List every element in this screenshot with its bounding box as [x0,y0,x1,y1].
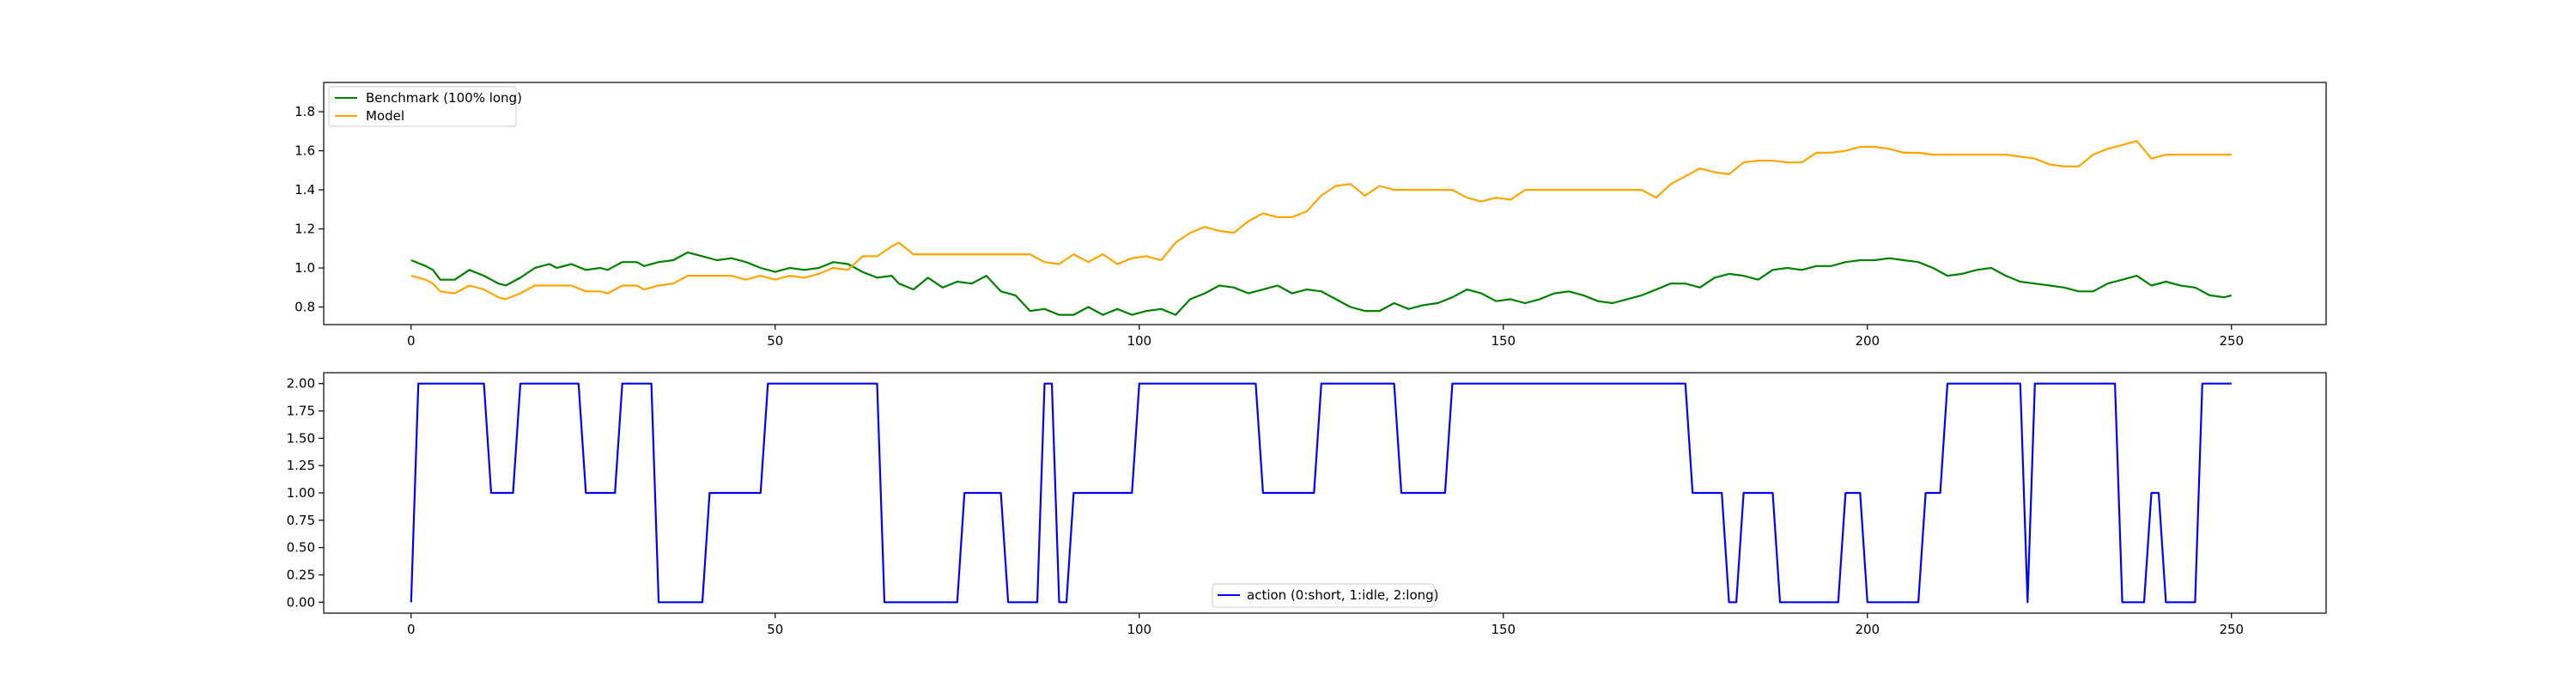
x-tick-label: 100 [1127,622,1151,637]
y-tick-label: 1.8 [295,104,315,119]
y-tick-label: 2.00 [287,376,315,392]
x-tick-label: 150 [1491,333,1516,349]
series-line-action-0-short-1-idle-2-long [410,382,2232,604]
x-tick-label: 100 [1127,333,1151,349]
y-tick-label: 0.25 [287,567,315,582]
bottom-chart-y-axis: 0.00 0.25 0.50 0.75 1.00 1.25 1.50 1.75 2.00 [287,376,324,610]
bottom-chart-axes-frame [323,372,2327,614]
bottom-chart-x-axis: 0 50 100 150 200 250 [407,613,2244,637]
top-chart-legend-box [328,86,517,127]
top-chart-series [410,140,2233,316]
y-tick-label: 0.75 [287,513,315,528]
bottom-chart: 0 50 100 150 200 250 0.00 0.25 0.50 0.75 1.00 1.25… [287,372,2327,637]
y-tick-label: 1.75 [287,404,315,419]
y-tick-label: 1.2 [295,222,315,237]
legend-label-model: Model [366,108,404,124]
top-chart: 0 50 100 150 200 250 0.8 1.0 1.2 1.4 1.6 1.8 Bench… [295,82,2327,349]
legend-label-action: action (0:short, 1:idle, 2:long) [1247,587,1439,603]
legend-label-benchmark: Benchmark (100% long) [366,90,522,106]
x-tick-label: 0 [407,333,416,349]
y-tick-label: 1.00 [287,485,315,501]
x-tick-label: 50 [767,333,783,349]
x-tick-label: 200 [1855,333,1880,349]
y-tick-label: 1.25 [287,458,315,473]
x-tick-label: 150 [1491,622,1516,637]
y-tick-label: 0.00 [287,594,315,610]
top-chart-axes-frame [323,82,2327,325]
y-tick-label: 1.50 [287,430,315,446]
top-chart-legend: Benchmark (100% long) Model [328,86,522,127]
bottom-chart-series [410,382,2232,604]
series-line-model [410,140,2232,301]
x-tick-label: 250 [2219,622,2244,637]
x-tick-label: 0 [407,622,416,637]
y-tick-label: 0.50 [287,540,315,556]
y-tick-label: 1.0 [295,260,315,276]
bottom-chart-legend: action (0:short, 1:idle, 2:long) [1212,583,1439,608]
y-tick-label: 1.4 [295,182,315,198]
top-chart-x-axis: 0 50 100 150 200 250 [407,325,2244,349]
y-tick-label: 0.8 [295,300,315,315]
series-line-benchmark-100-long [410,251,2233,316]
x-tick-label: 250 [2219,333,2244,349]
x-tick-label: 200 [1855,622,1880,637]
y-tick-label: 1.6 [295,143,315,159]
x-tick-label: 50 [767,622,783,637]
top-chart-y-axis: 0.8 1.0 1.2 1.4 1.6 1.8 [295,104,324,315]
bottom-chart-legend-box [1212,583,1435,608]
